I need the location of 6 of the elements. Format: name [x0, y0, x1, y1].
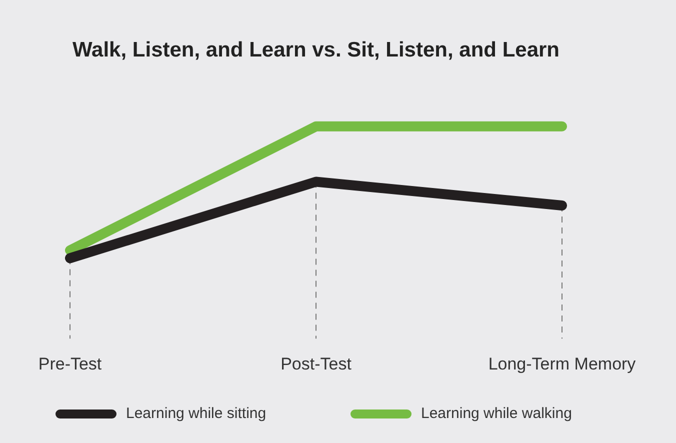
legend-label: Learning while walking [421, 405, 572, 422]
x-tick-label: Pre-Test [38, 354, 102, 374]
x-tick-label: Post-Test [280, 354, 352, 374]
chart-title: Walk, Listen, and Learn vs. Sit, Listen, and Learn [72, 38, 560, 62]
x-tick-label: Long-Term Memory [488, 354, 636, 374]
legend-label: Learning while sitting [126, 405, 266, 422]
